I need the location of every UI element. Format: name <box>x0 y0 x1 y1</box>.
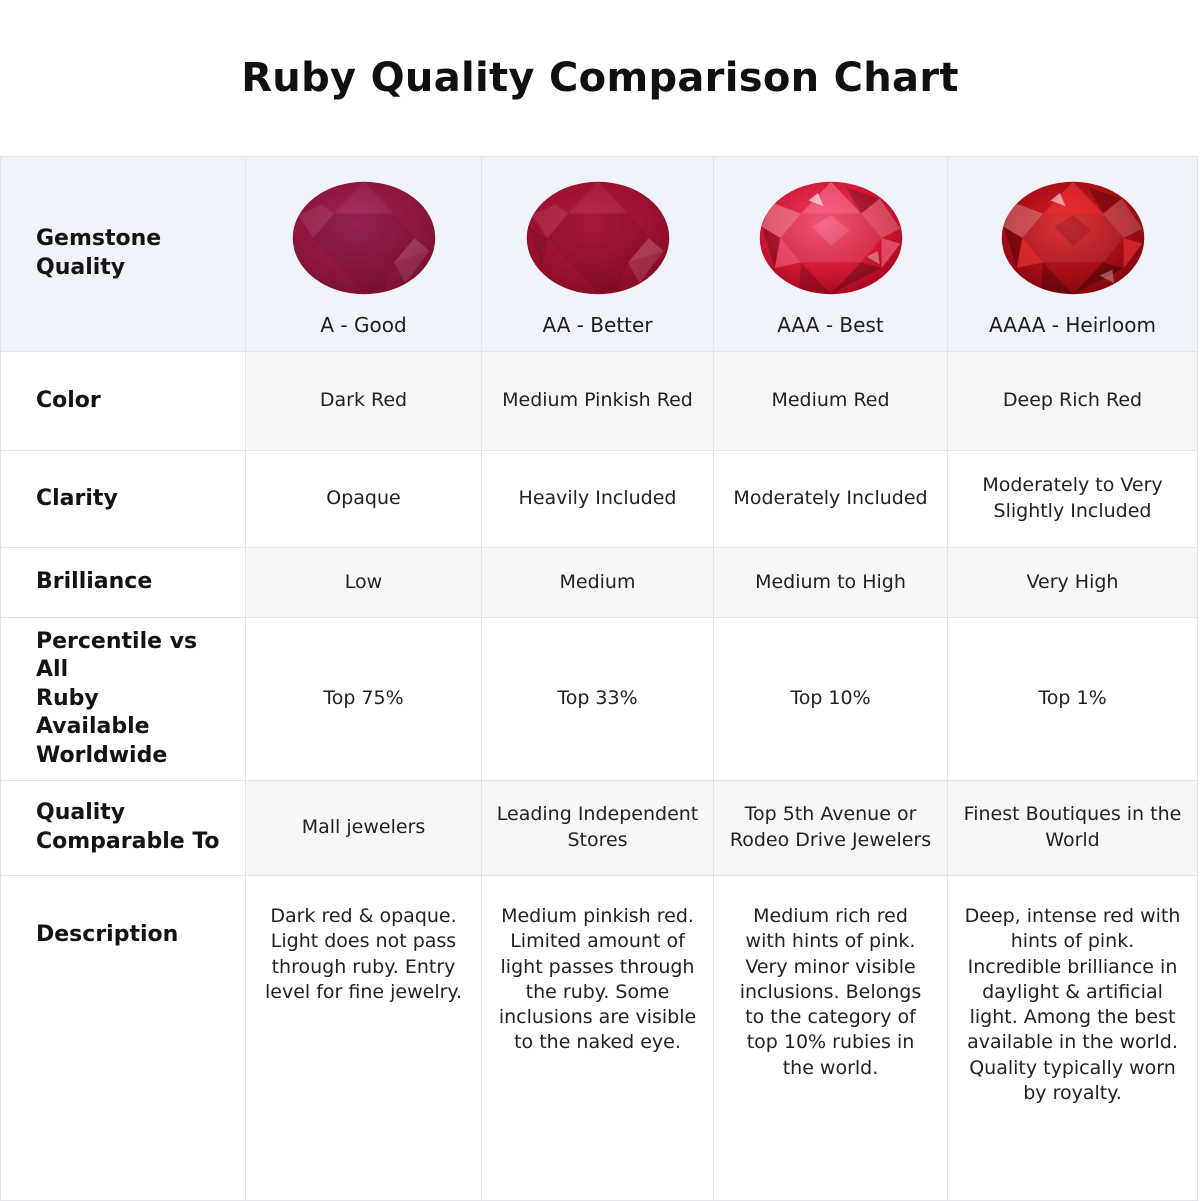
ruby-gem-aaa-best-image <box>759 181 902 294</box>
column-header-aaa-best: AAA - Best <box>714 157 948 352</box>
brilliance-value-aa: Medium <box>482 548 714 618</box>
description-value-a: Dark red & opaque. Light does not pass t… <box>246 876 482 1201</box>
comparable-value-aaa: Top 5th Avenue or Rodeo Drive Jewelers <box>714 781 948 876</box>
grade-label-aaa-best: AAA - Best <box>777 312 884 337</box>
description-value-aaaa: Deep, intense red with hints of pink. In… <box>948 876 1198 1201</box>
clarity-value-aaa: Moderately Included <box>714 451 948 548</box>
table-row-percentile: Percentile vs All Ruby Available Worldwi… <box>1 618 1198 781</box>
corner-header-gemstone-quality: Gemstone Quality <box>1 157 246 352</box>
column-header-a-good: A - Good <box>246 157 482 352</box>
comparable-value-aa: Leading Independent Stores <box>482 781 714 876</box>
brilliance-value-aaa: Medium to High <box>714 548 948 618</box>
percentile-value-aaa: Top 10% <box>714 618 948 781</box>
ruby-comparison-table: Gemstone Quality A - Good <box>0 156 1198 1201</box>
clarity-value-aa: Heavily Included <box>482 451 714 548</box>
comparable-value-aaaa: Finest Boutiques in the World <box>948 781 1198 876</box>
ruby-gem-aa-better-image <box>526 181 669 294</box>
row-label-clarity: Clarity <box>1 451 246 548</box>
ruby-gem-aaaa-heirloom-image <box>1001 181 1144 294</box>
table-header-row: Gemstone Quality A - Good <box>1 157 1198 352</box>
page-title: Ruby Quality Comparison Chart <box>241 55 959 101</box>
row-label-comparable: Quality Comparable To <box>1 781 246 876</box>
table-row-color: Color Dark Red Medium Pinkish Red Medium… <box>1 352 1198 451</box>
comparable-value-a: Mall jewelers <box>246 781 482 876</box>
color-value-aaaa: Deep Rich Red <box>948 352 1198 451</box>
clarity-value-aaaa: Moderately to Very Slightly Included <box>948 451 1198 548</box>
table-row-comparable: Quality Comparable To Mall jewelers Lead… <box>1 781 1198 876</box>
brilliance-value-a: Low <box>246 548 482 618</box>
percentile-value-aaaa: Top 1% <box>948 618 1198 781</box>
color-value-aa: Medium Pinkish Red <box>482 352 714 451</box>
brilliance-value-aaaa: Very High <box>948 548 1198 618</box>
title-bar: Ruby Quality Comparison Chart <box>0 0 1200 156</box>
column-header-aa-better: AA - Better <box>482 157 714 352</box>
percentile-value-aa: Top 33% <box>482 618 714 781</box>
row-label-color: Color <box>1 352 246 451</box>
table-row-clarity: Clarity Opaque Heavily Included Moderate… <box>1 451 1198 548</box>
grade-label-aaaa-heirloom: AAAA - Heirloom <box>989 312 1156 337</box>
ruby-gem-a-good-image <box>292 181 435 294</box>
color-value-a: Dark Red <box>246 352 482 451</box>
grade-label-aa-better: AA - Better <box>542 312 653 337</box>
color-value-aaa: Medium Red <box>714 352 948 451</box>
clarity-value-a: Opaque <box>246 451 482 548</box>
table-row-description: Description Dark red & opaque. Light doe… <box>1 876 1198 1201</box>
row-label-brilliance: Brilliance <box>1 548 246 618</box>
percentile-value-a: Top 75% <box>246 618 482 781</box>
row-label-description: Description <box>1 876 246 1201</box>
description-value-aa: Medium pinkish red. Limited amount of li… <box>482 876 714 1201</box>
table-row-brilliance: Brilliance Low Medium Medium to High Ver… <box>1 548 1198 618</box>
description-value-aaa: Medium rich red with hints of pink. Very… <box>714 876 948 1201</box>
grade-label-a-good: A - Good <box>320 312 407 337</box>
column-header-aaaa-heirloom: AAAA - Heirloom <box>948 157 1198 352</box>
row-label-percentile: Percentile vs All Ruby Available Worldwi… <box>1 618 246 781</box>
